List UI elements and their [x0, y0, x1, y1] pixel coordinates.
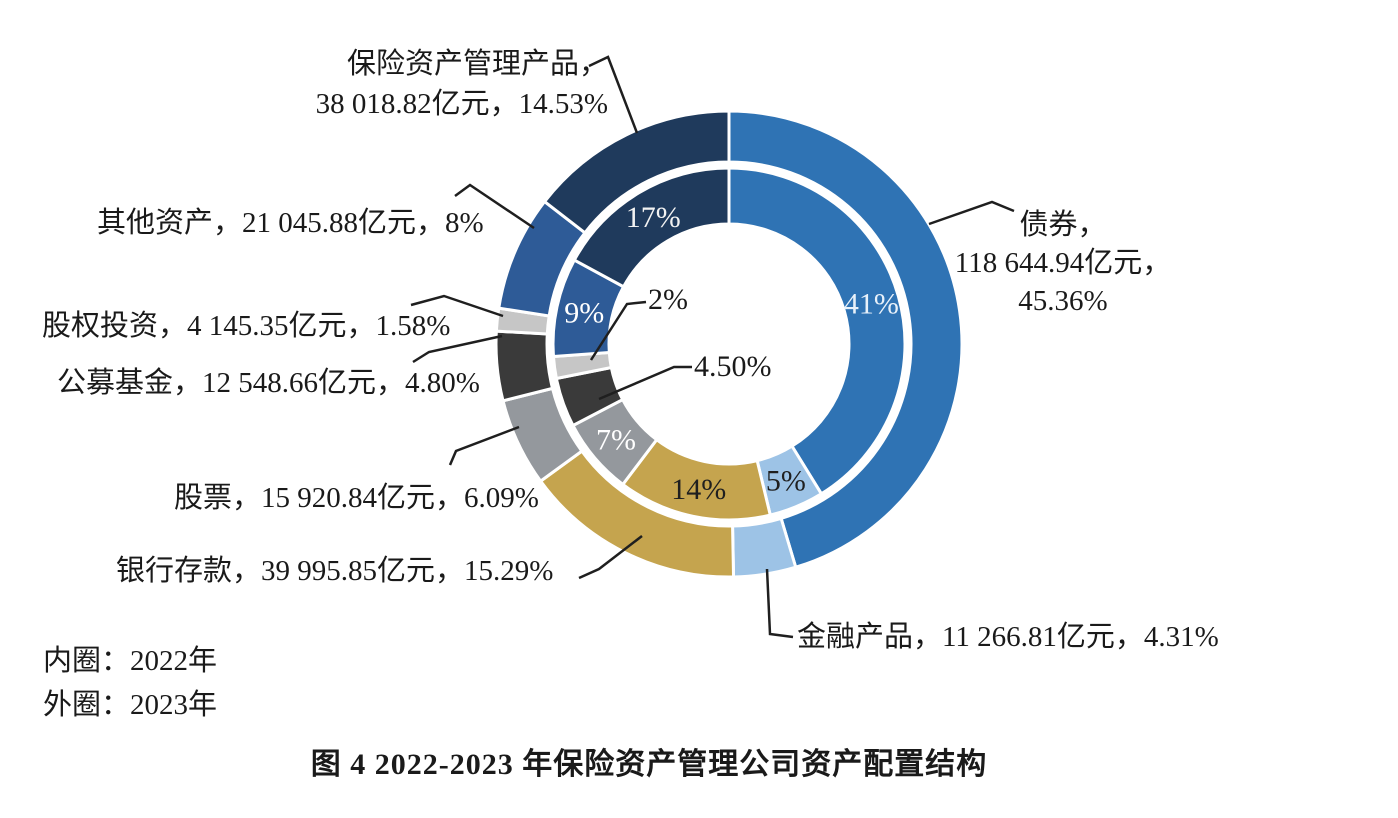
inner-ring-slice-保险资产管理产品 [572, 166, 731, 289]
leader-inner-4-50pct [598, 365, 692, 401]
inner-ring-label-股票: 7% [596, 424, 636, 457]
inner-ring-label-金融产品: 5% [766, 465, 806, 498]
label-bonds-line2: 118 644.94亿元， [954, 247, 1172, 279]
leader-lines [410, 55, 1015, 639]
leader-bonds [928, 200, 1015, 226]
label-bonds: 债券， 118 644.94亿元， 45.36% [943, 206, 1183, 320]
label-bonds-line3: 45.36% [1018, 285, 1108, 317]
legend-outer-ring: 外圈：2023年 [43, 689, 218, 721]
leader-public-funds [412, 334, 503, 364]
inner-ring-slice-债券 [727, 166, 907, 496]
label-other-assets: 其他资产，21 045.88亿元，8% [97, 207, 484, 239]
inner-ring-labels: 41% 5% 14% 7% 9% 17% [564, 201, 899, 506]
outer-ring-slice-保险资产管理产品 [542, 109, 731, 235]
label-bank-deposits: 银行存款，39 995.85亿元，15.29% [116, 555, 554, 587]
inner-ring-label-债券: 41% [844, 288, 899, 321]
leader-bank-deposits [578, 535, 643, 580]
outer-ring-slice-债券 [727, 109, 964, 570]
leader-other-assets [454, 183, 535, 230]
label-stocks: 股票，15 920.84亿元，6.09% [174, 482, 539, 514]
label-public-funds: 公募基金，12 548.66亿元，4.80% [57, 367, 480, 399]
label-bonds-line1: 债券， [1019, 209, 1107, 241]
leader-stocks [448, 425, 520, 466]
leader-insurance-amp [588, 55, 639, 134]
outer-ring-slice-公募基金 [494, 329, 555, 403]
inner-ring-label-银行存款: 14% [671, 473, 726, 506]
figure-title: 图 4 2022-2023 年保险资产管理公司资产配置结构 [310, 748, 988, 781]
leader-financial-products [765, 568, 794, 639]
leader-equity-investment [410, 294, 504, 318]
label-insurance-amp: 保险资产管理产品， 38 018.82亿元，14.53% [285, 44, 608, 124]
legend-inner-ring: 内圈：2022年 [43, 645, 218, 677]
label-insurance-amp-line2: 38 018.82亿元，14.53% [315, 88, 608, 120]
label-inner-2pct: 2% [648, 283, 688, 316]
label-inner-4-50pct: 4.50% [694, 350, 772, 383]
label-financial-products: 金融产品，11 266.81亿元，4.31% [797, 621, 1219, 653]
label-equity-investment: 股权投资，4 145.35亿元，1.58% [42, 310, 451, 342]
label-insurance-amp-line1: 保险资产管理产品， [346, 48, 608, 80]
leader-inner-2pct [589, 300, 647, 361]
donut-rings [494, 109, 964, 579]
inner-ring-label-其他资产: 9% [564, 297, 604, 330]
inner-ring-label-保险资产管理产品: 17% [626, 201, 681, 234]
